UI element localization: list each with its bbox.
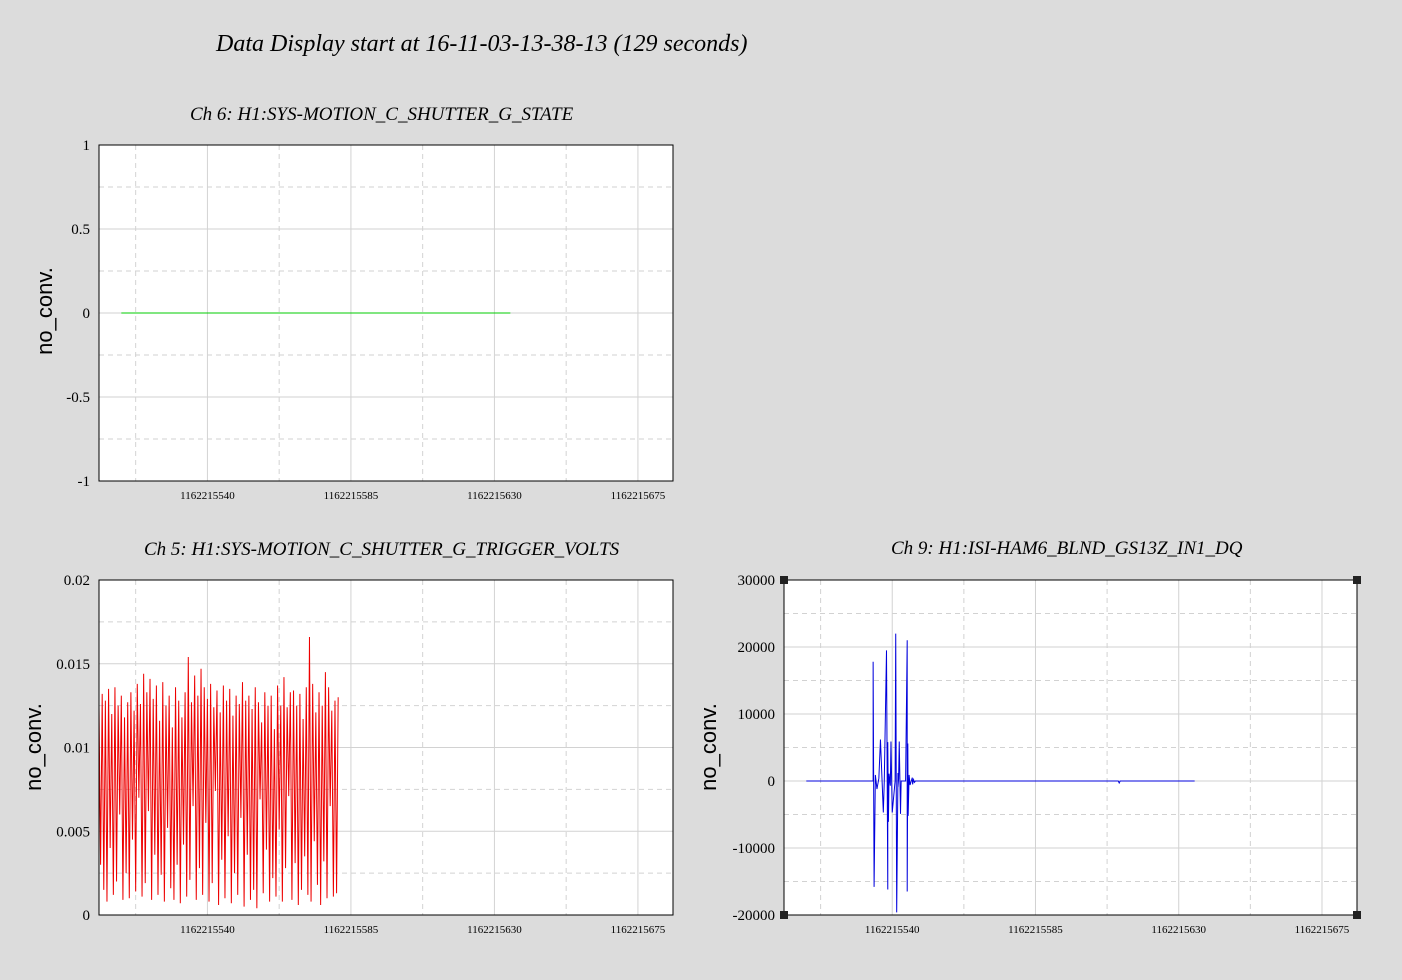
- y-tick-label: 20000: [738, 640, 776, 656]
- resize-handle[interactable]: [780, 576, 788, 584]
- y-tick-label: 30000: [738, 573, 776, 589]
- x-tick-label: 1162215540: [180, 924, 235, 936]
- y-tick-label: -0.5: [66, 390, 90, 406]
- x-tick-label: 1162215675: [1295, 924, 1350, 936]
- chart-title-ch5: Ch 5: H1:SYS-MOTION_C_SHUTTER_G_TRIGGER_…: [144, 539, 620, 560]
- y-tick-label: 0: [83, 306, 91, 322]
- y-tick-label: 0.5: [71, 222, 90, 238]
- y-tick-label: 0: [768, 774, 776, 790]
- x-tick-label: 1162215630: [467, 490, 522, 502]
- y-tick-label: 0.005: [56, 824, 90, 840]
- x-tick-label: 1162215585: [1008, 924, 1063, 936]
- y-tick-label: -1: [78, 474, 91, 490]
- resize-handle[interactable]: [1353, 576, 1361, 584]
- resize-handle[interactable]: [780, 911, 788, 919]
- series-line-ch5: [98, 636, 339, 909]
- plot-frame: [98, 144, 674, 482]
- page-title: Data Display start at 16-11-03-13-38-13 …: [216, 31, 748, 57]
- y-tick-label: 0: [83, 908, 91, 924]
- x-tick-label: 1162215675: [611, 490, 666, 502]
- y-tick-label: 1: [83, 138, 91, 154]
- y-tick-label: -10000: [733, 841, 776, 857]
- x-tick-label: 1162215540: [180, 490, 235, 502]
- x-tick-label: 1162215675: [611, 924, 666, 936]
- x-tick-label: 1162215585: [324, 924, 379, 936]
- chart-title-ch6: Ch 6: H1:SYS-MOTION_C_SHUTTER_G_STATE: [190, 104, 574, 125]
- y-tick-label: 0.02: [64, 573, 90, 589]
- x-tick-label: 1162215630: [1151, 924, 1206, 936]
- y-tick-label: 0.01: [64, 741, 90, 757]
- x-tick-label: 1162215540: [865, 924, 920, 936]
- plot-frame: [783, 579, 1358, 916]
- plot-frame: [98, 579, 674, 916]
- chart-title-ch9: Ch 9: H1:ISI-HAM6_BLND_GS13Z_IN1_DQ: [891, 538, 1243, 559]
- series-line-ch9: [806, 633, 1195, 913]
- x-tick-label: 1162215630: [467, 924, 522, 936]
- y-tick-label: -20000: [733, 908, 776, 924]
- y-tick-label: 10000: [738, 707, 776, 723]
- resize-handle[interactable]: [1353, 911, 1361, 919]
- y-tick-label: 0.015: [56, 657, 90, 673]
- x-tick-label: 1162215585: [324, 490, 379, 502]
